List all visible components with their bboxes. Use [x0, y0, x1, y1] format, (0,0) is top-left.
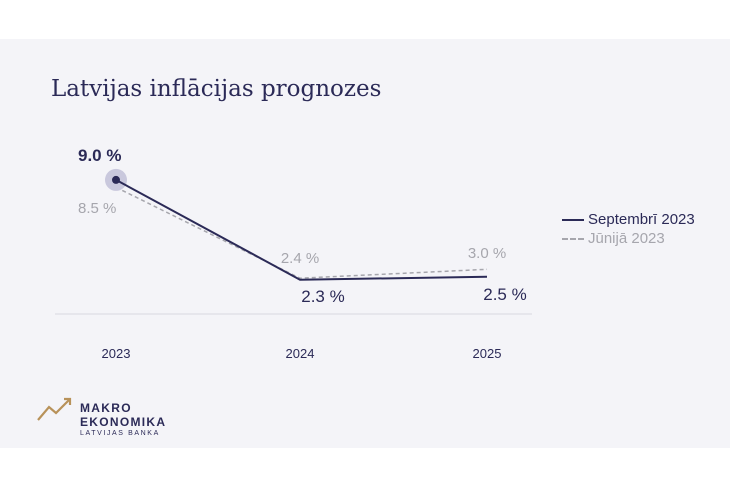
data-label-september: 9.0 % — [78, 146, 121, 165]
legend: Septembrī 2023 Jūnijā 2023 — [562, 210, 695, 248]
legend-swatch-dashed — [562, 237, 584, 240]
series-line-june — [115, 186, 488, 279]
x-tick-label: 2023 — [102, 346, 131, 361]
x-tick-label: 2024 — [286, 346, 315, 361]
data-label-june: 8.5 % — [78, 200, 116, 217]
logo: MAKRO EKONOMIKA LATVIJAS BANKA — [80, 401, 166, 439]
series-line-september — [115, 179, 488, 281]
legend-item-june: Jūnijā 2023 — [562, 229, 695, 248]
logo-line-1: MAKRO — [80, 401, 132, 415]
data-label-september: 2.5 % — [483, 285, 526, 304]
chart-title: Latvijas inflācijas prognozes — [51, 76, 382, 102]
legend-swatch-solid — [562, 218, 584, 221]
data-label-september: 2.3 % — [301, 287, 344, 306]
data-label-june: 3.0 % — [468, 245, 506, 262]
chart-panel — [0, 39, 730, 448]
logo-line-2: EKONOMIKA — [80, 415, 167, 429]
data-label-june: 2.4 % — [281, 250, 319, 267]
legend-label-june: Jūnijā 2023 — [588, 230, 665, 247]
legend-label-september: Septembrī 2023 — [588, 211, 695, 228]
legend-item-september: Septembrī 2023 — [562, 210, 695, 229]
logo-line-3: LATVIJAS BANKA — [80, 430, 160, 437]
data-point-september — [112, 175, 120, 184]
x-tick-label: 2025 — [473, 346, 502, 361]
chart-arrow-icon — [37, 397, 72, 421]
